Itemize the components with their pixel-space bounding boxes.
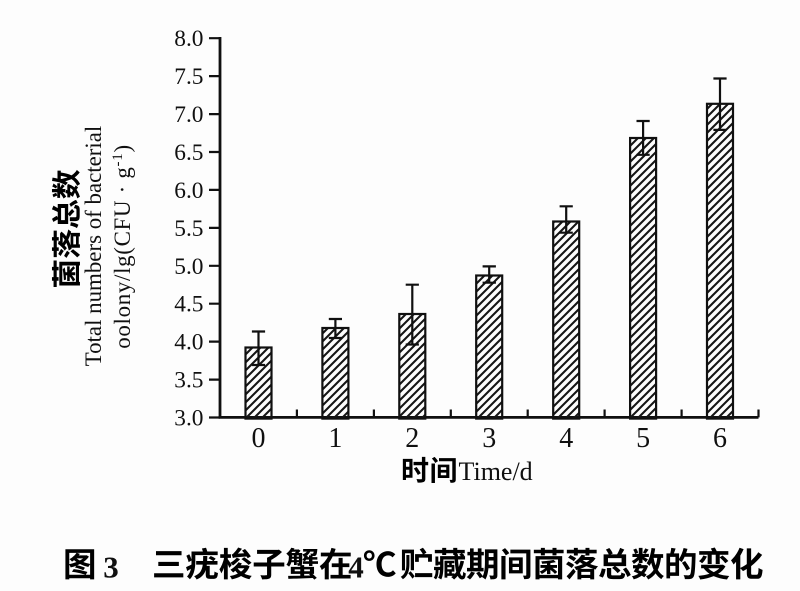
svg-text:6.5: 6.5	[174, 140, 203, 166]
svg-text:5: 5	[636, 423, 650, 454]
svg-text:3: 3	[482, 423, 496, 454]
svg-text:1: 1	[328, 423, 342, 454]
svg-text:4.5: 4.5	[174, 292, 203, 318]
svg-text:7.0: 7.0	[174, 102, 203, 128]
svg-text:oolony/lg(CFU · g-1): oolony/lg(CFU · g-1)	[110, 144, 135, 349]
svg-text:3.5: 3.5	[174, 368, 203, 394]
svg-text:8.0: 8.0	[174, 26, 203, 52]
svg-text:6: 6	[713, 423, 727, 454]
svg-text:Total numbers of bacterial: Total numbers of bacterial	[81, 126, 106, 367]
svg-text:5.0: 5.0	[174, 254, 203, 280]
svg-text:Time/d: Time/d	[459, 457, 533, 486]
svg-text:0: 0	[252, 423, 266, 454]
svg-text:6.0: 6.0	[174, 178, 203, 204]
svg-text:2: 2	[405, 423, 419, 454]
svg-text:4: 4	[348, 550, 364, 585]
svg-text:7.5: 7.5	[174, 64, 203, 90]
svg-text:4.0: 4.0	[174, 330, 203, 356]
svg-text:5.5: 5.5	[174, 216, 203, 242]
svg-text:3.0: 3.0	[174, 406, 203, 432]
svg-text:4: 4	[559, 423, 573, 454]
svg-text:3: 3	[103, 550, 119, 585]
